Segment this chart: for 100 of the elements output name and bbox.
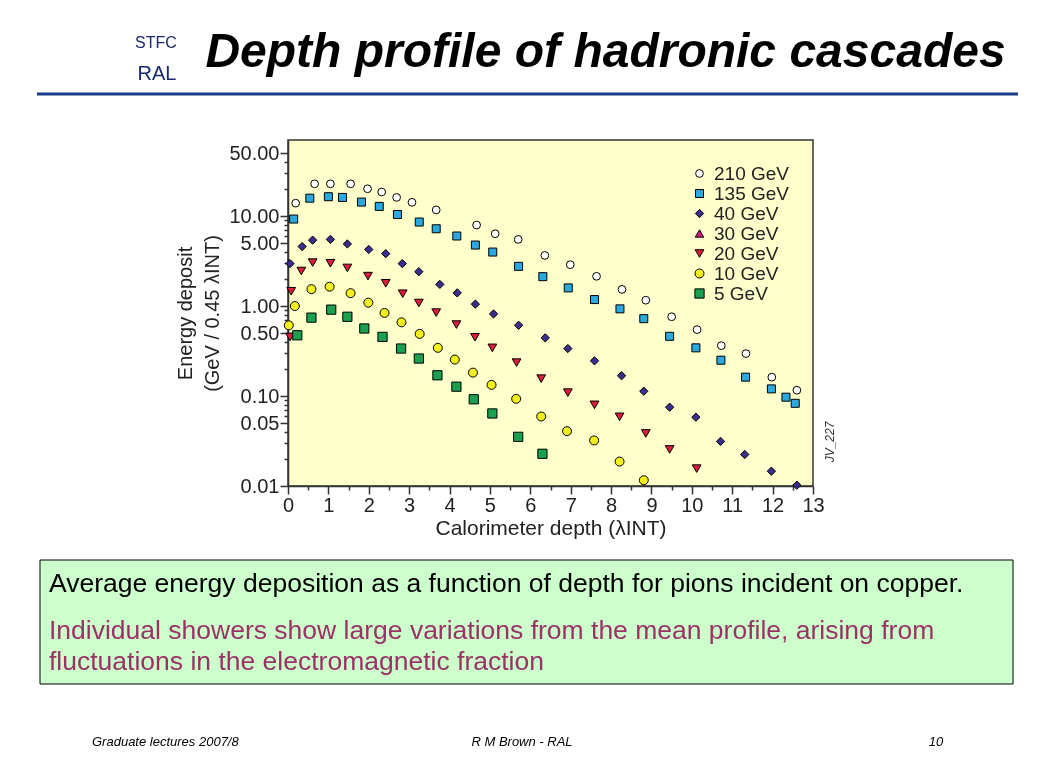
- point: [285, 258, 295, 269]
- point: [562, 426, 573, 437]
- legend-label: 10 GeV: [714, 262, 779, 284]
- point: [395, 343, 407, 354]
- point: [291, 198, 301, 208]
- point: [540, 333, 550, 343]
- point: [468, 394, 479, 405]
- point: [691, 412, 701, 422]
- y-tick-label: 0.01: [240, 474, 280, 497]
- point: [592, 271, 601, 281]
- point: [562, 388, 573, 397]
- point: [289, 214, 299, 224]
- x-tick-label: 4: [444, 493, 456, 516]
- point: [392, 193, 402, 202]
- x-tick-label: 10: [681, 493, 704, 516]
- point: [380, 278, 391, 288]
- point: [614, 412, 625, 422]
- point: [413, 353, 424, 364]
- point: [431, 205, 441, 215]
- legend-label: 20 GeV: [714, 242, 779, 264]
- y-axis-title: Energy deposit (GeV / 0.45 λINT): [174, 235, 224, 392]
- point: [432, 370, 443, 381]
- point: [407, 197, 417, 207]
- x-tick-label: 5: [484, 493, 496, 516]
- y-tick-label: 1.00: [240, 294, 280, 317]
- point: [665, 402, 675, 412]
- point: [363, 297, 374, 308]
- point: [536, 374, 547, 383]
- point: [397, 258, 407, 269]
- point: [414, 328, 425, 339]
- point: [589, 400, 600, 410]
- x-tick-label: 8: [606, 493, 618, 516]
- point: [296, 266, 307, 276]
- point: [310, 179, 320, 189]
- point: [767, 372, 777, 382]
- point: [715, 436, 726, 447]
- point: [589, 435, 600, 446]
- text: JV_227: [823, 420, 837, 464]
- point: [392, 210, 402, 220]
- point: [435, 279, 445, 290]
- point: [511, 393, 522, 404]
- y-tick-label: 0.50: [240, 321, 280, 344]
- point: [486, 379, 497, 390]
- point: [488, 247, 498, 257]
- x-tick-label: 7: [565, 493, 577, 516]
- point: [342, 311, 353, 322]
- point: [325, 258, 336, 268]
- point: [307, 258, 318, 267]
- point: [487, 343, 498, 353]
- point: [538, 272, 548, 282]
- point: [638, 475, 649, 486]
- point: [692, 325, 702, 334]
- point: [306, 312, 317, 323]
- x-tick-label: 12: [761, 493, 785, 516]
- point: [452, 288, 462, 298]
- legend-label: 135 GeV: [714, 182, 790, 204]
- point: [306, 284, 317, 295]
- y-tick-label: 5.00: [240, 231, 280, 254]
- point: [470, 240, 480, 250]
- point: [292, 330, 303, 341]
- point: [346, 179, 355, 189]
- y-tick-label: 10.00: [229, 204, 280, 227]
- point: [740, 449, 750, 460]
- point: [326, 304, 337, 315]
- point: [616, 371, 627, 381]
- point: [639, 314, 649, 324]
- point: [305, 193, 315, 203]
- x-tick-label: 1: [323, 493, 335, 516]
- text: 10: [928, 734, 944, 749]
- text: Graduate lectures 2007/8: [92, 734, 240, 749]
- point: [363, 184, 372, 194]
- point: [342, 263, 353, 273]
- point: [691, 343, 701, 353]
- point: [374, 201, 384, 211]
- point: [589, 356, 600, 366]
- point: [414, 217, 424, 227]
- point: [414, 267, 424, 277]
- x-tick-label: 0: [282, 493, 295, 516]
- point: [741, 372, 751, 382]
- point: [363, 271, 373, 281]
- point: [470, 332, 480, 342]
- text: STFC: [135, 34, 177, 51]
- point: [326, 179, 335, 189]
- point: [691, 464, 702, 473]
- legend-label: 40 GeV: [714, 202, 779, 224]
- point: [513, 235, 523, 244]
- point: [432, 342, 443, 353]
- point: [511, 358, 522, 367]
- x-axis-title: Calorimeter depth (λINT): [435, 515, 667, 539]
- point: [449, 354, 460, 365]
- point: [490, 229, 500, 239]
- x-tick-label: 3: [404, 493, 416, 516]
- point: [639, 386, 649, 396]
- point: [514, 261, 524, 271]
- point: [664, 445, 675, 454]
- point: [790, 398, 800, 408]
- point: [513, 431, 524, 442]
- y-tick-label: 0.10: [240, 384, 280, 407]
- point: [540, 251, 550, 260]
- point: [467, 367, 478, 378]
